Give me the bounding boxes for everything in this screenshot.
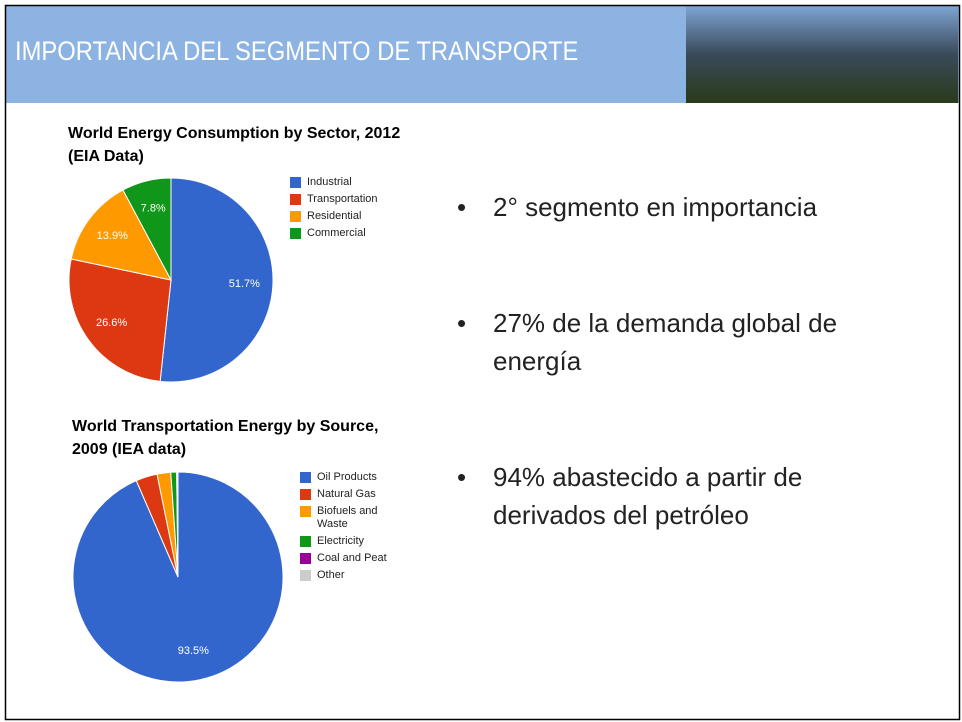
legend-entry: Biofuels and Waste [300,505,387,531]
bullet-text: 94% abastecido a partir de derivados del… [493,458,873,534]
legend-swatch [300,489,311,500]
legend-swatch [290,228,301,239]
slide-title: IMPORTANCIA DEL SEGMENTO DE TRANSPORTE [15,36,578,67]
bullet-item: •27% de la demanda global de energía [457,304,877,380]
legend-entry: Other [300,569,387,582]
bullet-marker: • [457,304,493,380]
legend-entry: Industrial [290,176,377,189]
legend-label: Residential [307,210,377,223]
legend-entry: Natural Gas [300,488,387,501]
bullet-marker: • [457,188,493,226]
bullet-item: •94% abastecido a partir de derivados de… [457,458,877,534]
legend-entry: Electricity [300,535,387,548]
legend-entry: Coal and Peat [300,552,387,565]
legend-entry: Transportation [290,193,377,206]
data-label: 7.8% [141,203,166,215]
legend-label: Transportation [307,193,377,206]
legend-entry: Commercial [290,227,377,240]
data-label: 13.9% [97,230,128,242]
legend-swatch [290,177,301,188]
legend-swatch [300,570,311,581]
legend-swatch [300,536,311,547]
chart-title: World Transportation Energy by Source, 2… [72,415,412,461]
legend: Oil Products Natural Gas Biofuels and Wast… [300,471,387,586]
header-photo [686,5,958,103]
bullet-marker: • [457,458,493,534]
data-label: 93.5% [178,645,209,657]
legend-label: Electricity [317,535,387,548]
legend-label: Oil Products [317,471,387,484]
legend-entry: Residential [290,210,377,223]
bullet-text: 2° segmento en importancia [493,188,873,226]
legend-label: Natural Gas [317,488,387,501]
legend-swatch [300,472,311,483]
data-label: 51.7% [229,278,260,290]
legend-label: Coal and Peat [317,552,387,565]
legend-swatch [300,506,311,517]
legend-swatch [300,553,311,564]
legend: Industrial Transportation Residential Comme… [290,176,377,244]
legend-swatch [290,194,301,205]
legend-entry: Oil Products [300,471,387,484]
pie-slice [177,472,178,577]
chart-title: World Energy Consumption by Sector, 2012… [68,122,408,168]
legend-label: Commercial [307,227,377,240]
legend-label: Other [317,569,387,582]
legend-swatch [290,211,301,222]
bullet-text: 27% de la demanda global de energía [493,304,873,380]
slide: 51.7% 26.6% 13.9% 7.8% 93.5% IMPORTANCIA DEL… [0,0,962,722]
bullet-item: •2° segmento en importancia [457,188,877,226]
legend-label: Industrial [307,176,377,189]
legend-label: Biofuels and Waste [317,505,387,531]
data-label: 26.6% [96,317,127,329]
